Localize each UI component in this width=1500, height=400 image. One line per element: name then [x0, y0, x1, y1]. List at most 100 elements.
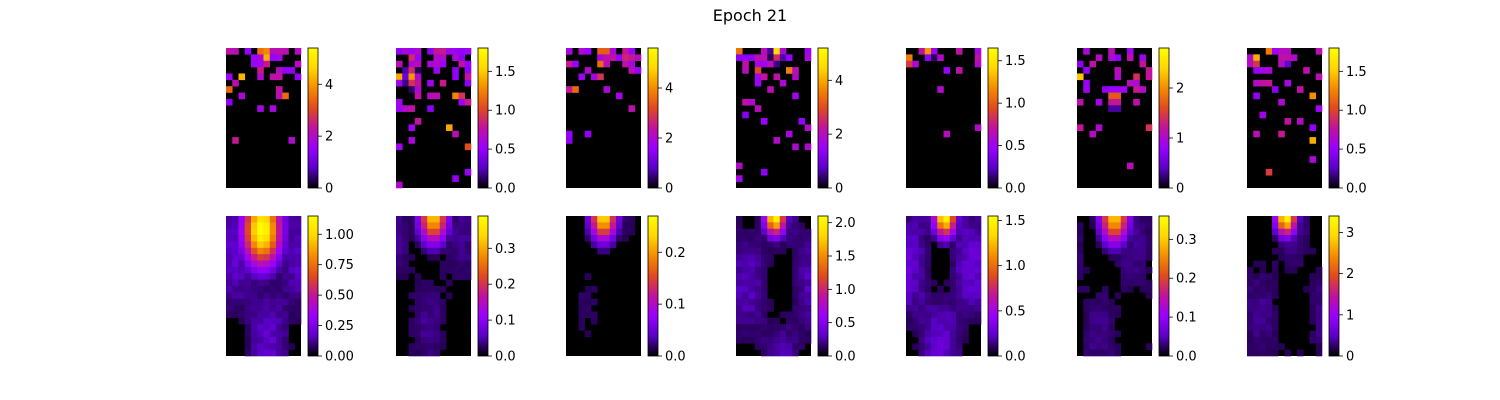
heatmap-cell [1108, 54, 1115, 62]
heatmap-cell [566, 86, 573, 93]
heatmap-cell [798, 235, 806, 242]
heatmap-cell [616, 235, 623, 242]
heatmap-cell [937, 324, 944, 331]
heatmap-cell [761, 48, 768, 55]
colorbar-tick-label: 0.5 [1346, 143, 1367, 158]
heatmap-cell [1309, 336, 1317, 344]
heatmap-cell [421, 343, 428, 350]
heatmap-cell [591, 73, 598, 81]
heatmap-cell [1278, 235, 1285, 242]
heatmap-cell [798, 228, 806, 236]
heatmap-cell [591, 311, 598, 319]
heatmap-cell [761, 336, 768, 344]
heatmap-cell [906, 324, 913, 331]
heatmap-cell [464, 241, 472, 249]
heatmap-cell [433, 336, 441, 344]
heatmap-cell [458, 54, 466, 62]
heatmap-cell [414, 228, 422, 236]
heatmap-cell [748, 317, 756, 325]
heatmap-cell [754, 79, 762, 87]
heatmap-panel-top-6: 012 [1077, 47, 1184, 197]
heatmap-cell [767, 54, 774, 62]
heatmap-cell [263, 228, 271, 236]
heatmap-cell [263, 286, 271, 293]
heatmap-cell [767, 48, 774, 55]
heatmap-cell [603, 54, 611, 62]
heatmap-cell [597, 247, 604, 255]
heatmap-cell [956, 324, 963, 331]
heatmap-cell [962, 228, 969, 236]
heatmap-cell [742, 60, 749, 68]
colorbar-tick-label: 1.5 [495, 65, 516, 80]
heatmap-cell [779, 336, 787, 344]
heatmap-cell [294, 228, 302, 236]
heatmap-cell [761, 241, 768, 249]
heatmap-cell [773, 349, 781, 357]
heatmap-cell [918, 254, 926, 261]
heatmap-cell [408, 54, 416, 62]
colorbar-tick-label: 4 [325, 78, 333, 93]
heatmap-cell [931, 336, 938, 344]
heatmap-cell [912, 216, 919, 223]
heatmap-cell [294, 241, 302, 249]
heatmap-cell [294, 60, 302, 68]
heatmap-cell [572, 60, 579, 68]
heatmap-cell [257, 292, 264, 300]
heatmap-cell [736, 266, 743, 274]
heatmap-cell [1297, 260, 1304, 268]
heatmap-cell [446, 48, 453, 55]
heatmap-cell [1272, 292, 1279, 300]
heatmap-cell [943, 235, 951, 242]
heatmap-cell [1127, 273, 1134, 280]
heatmap-cell [912, 60, 919, 68]
heatmap-cell [257, 48, 264, 55]
heatmap-cell [754, 336, 762, 344]
heatmap-cell [414, 349, 422, 357]
heatmap-cell [736, 292, 743, 300]
heatmap-cell [597, 241, 604, 249]
heatmap-cell [464, 79, 472, 87]
heatmap-cell [269, 260, 277, 268]
heatmap-cell [1114, 305, 1122, 312]
heatmap-cell [924, 298, 932, 306]
heatmap-cell [1247, 311, 1254, 319]
heatmap-cell [572, 86, 579, 93]
heatmap-cell [1145, 67, 1153, 74]
heatmap-cell [427, 324, 434, 331]
heatmap-cell [1077, 228, 1084, 236]
heatmap-cell [1303, 241, 1310, 249]
heatmap-cell [918, 305, 926, 312]
heatmap-cell [414, 73, 422, 81]
heatmap-cell [1102, 317, 1109, 325]
heatmap-cell [804, 235, 812, 242]
heatmap-cell [798, 343, 806, 350]
heatmap-cell [414, 92, 422, 100]
heatmap-cell [446, 266, 453, 274]
heatmap-cell [1253, 305, 1260, 312]
heatmap-cell [1297, 86, 1304, 93]
heatmap-cell [931, 228, 938, 236]
heatmap-cell [931, 292, 938, 300]
heatmap-cell [1127, 48, 1134, 55]
heatmap-cell [1278, 254, 1285, 261]
heatmap-cell [918, 317, 926, 325]
heatmap-cell [257, 298, 264, 306]
heatmap-cell [798, 292, 806, 300]
heatmap-cell [276, 324, 283, 331]
heatmap-cell [736, 279, 743, 287]
heatmap-cell [414, 273, 422, 280]
heatmap-cell [937, 336, 944, 344]
heatmap-cell [263, 298, 271, 306]
heatmap-cell [597, 60, 604, 68]
heatmap-cell [452, 273, 459, 280]
heatmap-cell [1095, 241, 1103, 249]
heatmap-cell [282, 260, 289, 268]
heatmap-cell [1139, 222, 1147, 230]
heatmap-cell [597, 73, 604, 81]
heatmap-cell [439, 60, 447, 68]
heatmap-cell [458, 222, 466, 230]
heatmap-cell [421, 336, 428, 344]
heatmap-cell [263, 222, 271, 230]
heatmap-cell [1083, 286, 1090, 293]
heatmap-cell [1089, 317, 1097, 325]
